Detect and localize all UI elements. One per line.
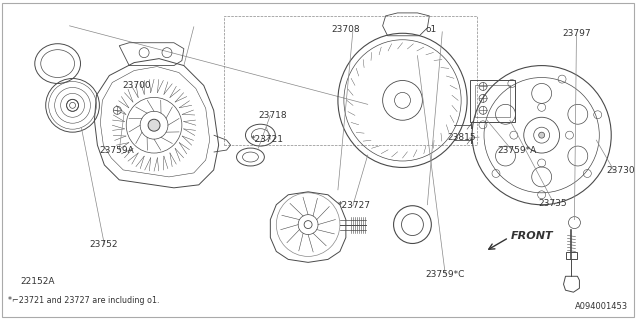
- Text: *23727: *23727: [338, 201, 371, 210]
- Bar: [475, 85, 510, 117]
- Bar: [470, 81, 515, 122]
- Text: 23718: 23718: [259, 111, 287, 120]
- Circle shape: [539, 132, 545, 138]
- Bar: [223, 16, 477, 145]
- Text: o1: o1: [426, 25, 436, 34]
- Text: 23700: 23700: [122, 81, 151, 90]
- Text: 22152A: 22152A: [20, 277, 54, 286]
- Text: 23752: 23752: [90, 240, 118, 249]
- Text: 23815: 23815: [447, 133, 476, 142]
- Text: 23759A: 23759A: [99, 146, 134, 155]
- Bar: [566, 252, 577, 260]
- Text: 23797: 23797: [563, 29, 591, 38]
- Circle shape: [148, 119, 160, 131]
- Text: A094001453: A094001453: [575, 302, 628, 311]
- Text: *23721: *23721: [250, 135, 284, 144]
- Text: 23730: 23730: [606, 166, 635, 175]
- Text: 23708: 23708: [331, 25, 360, 34]
- Text: 23759*A: 23759*A: [497, 146, 536, 155]
- Text: FRONT: FRONT: [511, 230, 554, 241]
- Text: *⌐23721 and 23727 are including o1.: *⌐23721 and 23727 are including o1.: [8, 296, 159, 305]
- Text: 23759*C: 23759*C: [426, 270, 465, 279]
- Text: 23735: 23735: [539, 199, 567, 208]
